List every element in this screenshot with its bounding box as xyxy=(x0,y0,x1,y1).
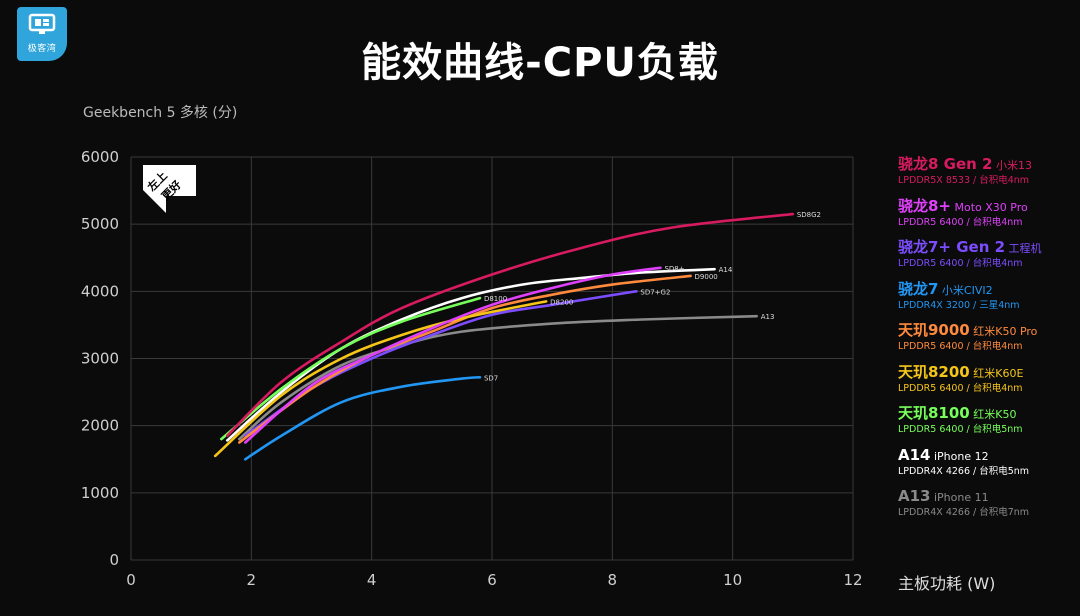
legend-device: 工程机 xyxy=(1005,242,1042,255)
legend-spec: LPDDR4X 3200 / 三星4nm xyxy=(898,299,1020,311)
legend-device: 红米K50 xyxy=(969,408,1017,421)
legend-item: 天玑8200 红米K60E LPDDR5 6400 / 台积电4nm xyxy=(898,363,1078,405)
legend-chip: A14 xyxy=(898,445,931,464)
legend-title: 骁龙8+ Moto X30 Pro xyxy=(898,197,1078,217)
better-badge: 左上 更好 xyxy=(143,165,196,213)
legend-device: Moto X30 Pro xyxy=(951,200,1028,214)
page-title: 能效曲线-CPU负载 xyxy=(361,40,719,86)
y-tick-label: 2000 xyxy=(81,417,119,435)
legend-device: iPhone 12 xyxy=(930,449,989,463)
series-line xyxy=(238,314,758,441)
series-end-label: SD7 xyxy=(484,374,498,382)
x-tick-label: 0 xyxy=(126,571,136,589)
y-tick-label: 1000 xyxy=(81,484,119,502)
legend-title: 骁龙7+ Gen 2 工程机 xyxy=(898,238,1078,258)
legend-title: A14 iPhone 12 xyxy=(898,446,1078,466)
series-line xyxy=(238,274,692,444)
series-end-label: D9000 xyxy=(695,273,718,281)
series-line xyxy=(226,212,795,437)
series-line xyxy=(213,300,548,458)
series-end-label: A14 xyxy=(719,266,733,274)
x-tick-label: 12 xyxy=(843,571,862,589)
legend-device: 小米13 xyxy=(992,159,1032,172)
legend: 骁龙8 Gen 2 小米13 LPDDR5X 8533 / 台积电4nm 骁龙8+ … xyxy=(898,155,1078,529)
legend-chip: 骁龙8+ xyxy=(898,196,952,215)
legend-spec: LPDDR5X 8533 / 台积电4nm xyxy=(898,175,1030,186)
legend-spec: LPDDR4X 4266 / 台积电7nm xyxy=(898,507,1030,518)
tick-labels: 0 1000 2000 3000 4000 5000 6000 0 2 4 6 8 10 12 xyxy=(81,148,863,589)
legend-spec: LPDDR5 6400 / 台积电4nm xyxy=(898,382,1023,394)
legend-item: 天玑8100 红米K50 LPDDR5 6400 / 台积电5nm xyxy=(898,404,1078,446)
series-lines xyxy=(213,212,795,461)
legend-item: 骁龙8+ Moto X30 Pro LPDDR5 6400 / 台积电4nm xyxy=(898,197,1078,239)
series-end-label: A13 xyxy=(761,313,775,321)
legend-spec: LPDDR5 6400 / 台积电5nm xyxy=(898,424,1023,435)
legend-chip: 天玑9000 xyxy=(898,321,970,339)
legend-title: 骁龙7 小米CIVI2 xyxy=(898,280,1078,300)
legend-item: 骁龙7+ Gen 2 工程机 LPDDR5 6400 / 台积电4nm xyxy=(898,238,1078,280)
logo: 极客湾 xyxy=(17,7,67,61)
series-end-label: SD8G2 xyxy=(797,211,821,219)
series-line xyxy=(244,266,662,444)
x-tick-label: 8 xyxy=(608,571,618,589)
legend-chip: 天玑8200 xyxy=(898,362,970,381)
legend-spec: LPDDR5 6400 / 台积电4nm xyxy=(898,216,1023,228)
legend-spec: LPDDR5 6400 / 台积电4nm xyxy=(898,258,1023,269)
legend-chip: 骁龙7+ Gen 2 xyxy=(898,238,1006,256)
legend-item: A13 iPhone 11 LPDDR4X 4266 / 台积电7nm xyxy=(898,487,1078,529)
x-tick-label: 2 xyxy=(247,571,257,589)
legend-chip: A13 xyxy=(898,487,931,505)
x-tick-label: 4 xyxy=(367,571,377,589)
y-tick-label: 0 xyxy=(109,551,119,569)
legend-spec: LPDDR4X 4266 / 台积电5nm xyxy=(898,465,1030,477)
legend-device: 红米K50 Pro xyxy=(969,325,1038,338)
grid xyxy=(130,156,854,561)
legend-chip: 骁龙8 Gen 2 xyxy=(898,155,993,173)
x-tick-label: 6 xyxy=(487,571,497,589)
legend-spec: LPDDR5 6400 / 台积电4nm xyxy=(898,341,1023,352)
y-tick-label: 6000 xyxy=(81,148,119,166)
legend-device: 红米K60E xyxy=(969,366,1024,380)
series-line xyxy=(226,267,716,442)
legend-item: A14 iPhone 12 LPDDR4X 4266 / 台积电5nm xyxy=(898,446,1078,488)
legend-item: 骁龙8 Gen 2 小米13 LPDDR5X 8533 / 台积电4nm xyxy=(898,155,1078,197)
legend-item: 天玑9000 红米K50 Pro LPDDR5 6400 / 台积电4nm xyxy=(898,321,1078,363)
series-end-label: SD7+G2 xyxy=(640,288,670,296)
legend-item: 骁龙7 小米CIVI2 LPDDR4X 3200 / 三星4nm xyxy=(898,280,1078,322)
legend-device: 小米CIVI2 xyxy=(938,283,993,297)
logo-brand: 极客湾 xyxy=(27,44,57,54)
series-line xyxy=(220,296,482,441)
legend-chip: 骁龙7 xyxy=(898,279,939,298)
badge-shape xyxy=(143,165,196,213)
monitor-icon xyxy=(28,13,56,34)
y-tick-label: 4000 xyxy=(81,282,119,300)
series-end-label: D8100 xyxy=(484,295,507,303)
series-end-labels: SD8G2 SD8+ SD7+G2 SD7 D9000 D8200 D8100 A14 A13 xyxy=(484,211,821,382)
legend-title: 骁龙8 Gen 2 小米13 xyxy=(898,155,1078,175)
x-axis-label: 主板功耗 (W) xyxy=(898,574,996,593)
y-tick-label: 5000 xyxy=(81,215,119,233)
series-end-label: SD8+ xyxy=(664,265,684,273)
legend-chip: 天玑8100 xyxy=(898,404,970,422)
series-line xyxy=(244,376,482,461)
y-tick-label: 3000 xyxy=(81,350,119,368)
y-axis-label: Geekbench 5 多核 (分) xyxy=(83,105,238,121)
series-line xyxy=(244,290,638,437)
legend-title: 天玑9000 红米K50 Pro xyxy=(898,321,1078,341)
x-tick-label: 10 xyxy=(723,571,742,589)
legend-device: iPhone 11 xyxy=(930,491,989,504)
legend-title: 天玑8200 红米K60E xyxy=(898,363,1078,383)
series-end-label: D8200 xyxy=(550,298,573,306)
legend-title: A13 iPhone 11 xyxy=(898,487,1078,507)
legend-title: 天玑8100 红米K50 xyxy=(898,404,1078,424)
